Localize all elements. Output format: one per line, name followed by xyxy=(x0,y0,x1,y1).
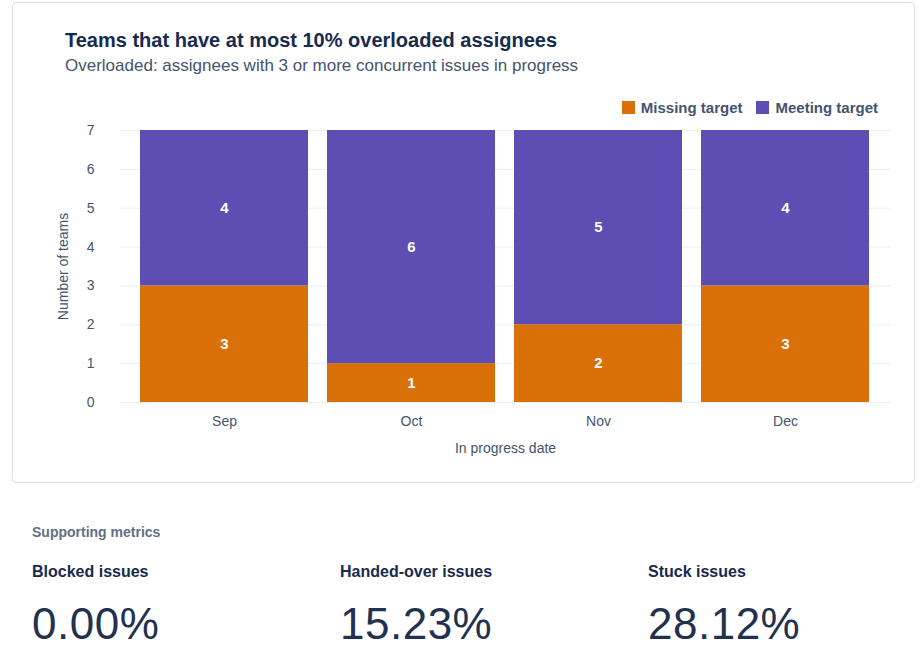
svg-text:In progress date: In progress date xyxy=(455,440,556,456)
html-text:Blocked issues: Blocked issues xyxy=(32,563,149,580)
svg-text:6: 6 xyxy=(87,161,95,177)
html-text:Missing target: Missing target xyxy=(640,99,743,116)
svg-text:Nov: Nov xyxy=(586,413,611,429)
svg-text:2: 2 xyxy=(87,316,95,332)
svg-text:6: 6 xyxy=(407,238,415,255)
svg-text:1: 1 xyxy=(407,374,415,391)
svg-text:5: 5 xyxy=(594,218,602,235)
svg-text:4: 4 xyxy=(220,199,229,216)
html-text:Supporting metrics: Supporting metrics xyxy=(32,524,161,540)
svg-text:3: 3 xyxy=(781,335,789,352)
svg-text:Sep: Sep xyxy=(212,413,237,429)
svg-text:7: 7 xyxy=(87,122,95,138)
html-text:Meeting target: Meeting target xyxy=(775,99,878,116)
html-text:28.12%: 28.12% xyxy=(648,599,801,648)
svg-text:2: 2 xyxy=(594,354,602,371)
svg-text:1: 1 xyxy=(87,355,95,371)
svg-text:Dec: Dec xyxy=(773,413,798,429)
svg-text:3: 3 xyxy=(87,277,95,293)
html-text:Stuck issues: Stuck issues xyxy=(648,563,746,580)
svg-text:Oct: Oct xyxy=(401,413,423,429)
html-text:Teams that have at most 10% ov: Teams that have at most 10% overloaded a… xyxy=(65,29,558,51)
svg-text:4: 4 xyxy=(781,199,790,216)
html-text:Handed-over issues: Handed-over issues xyxy=(340,563,493,580)
svg-text:5: 5 xyxy=(87,200,95,216)
html-text:0.00%: 0.00% xyxy=(32,599,160,648)
html-text:Overloaded: assignees with 3 o: Overloaded: assignees with 3 or more con… xyxy=(65,56,579,75)
html-text:15.23%: 15.23% xyxy=(340,599,493,648)
svg-text:0: 0 xyxy=(87,394,95,410)
svg-text:Number of teams: Number of teams xyxy=(55,213,71,320)
svg-text:4: 4 xyxy=(87,239,95,255)
svg-text:3: 3 xyxy=(220,335,228,352)
